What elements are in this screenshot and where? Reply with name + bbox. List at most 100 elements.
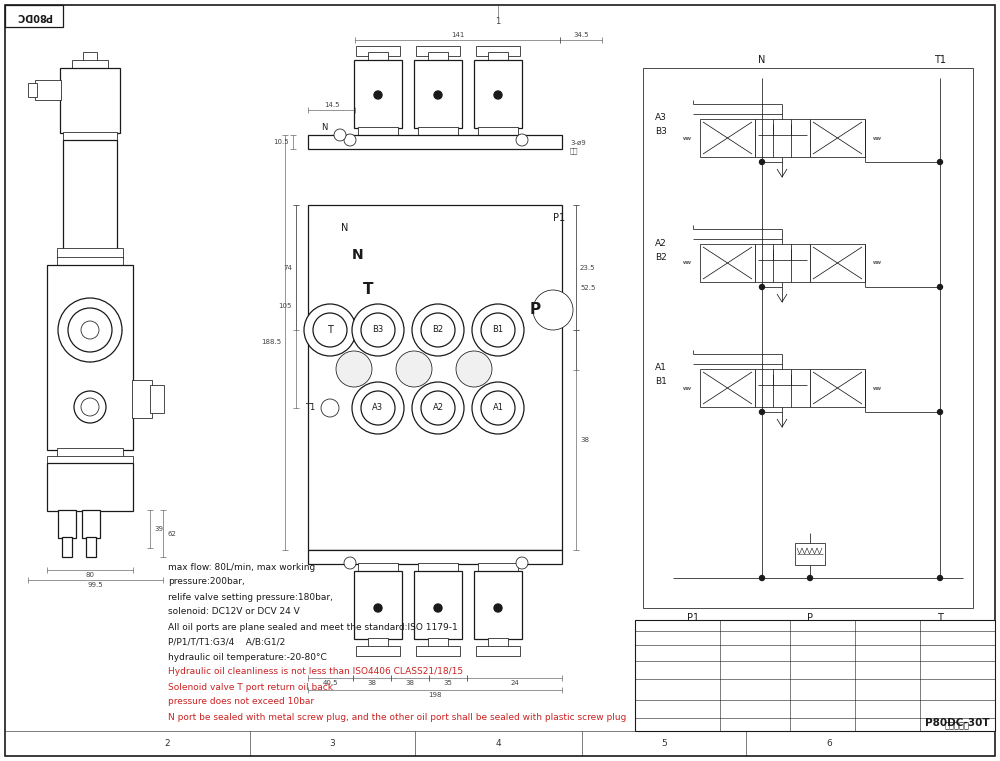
Text: All oil ports are plane sealed and meet the standard:ISO 1179-1: All oil ports are plane sealed and meet … [168,622,458,632]
Bar [308,135,562,149]
Bar [83,52,97,62]
Bar [428,52,448,62]
Bar [474,60,522,128]
Circle shape [81,398,99,416]
Circle shape [481,391,515,425]
Bar [63,140,117,250]
Circle shape [352,304,404,356]
Text: ww: ww [683,260,692,266]
Text: P: P [529,303,541,317]
Text: hydraulic oil temperature:-20-80°C: hydraulic oil temperature:-20-80°C [168,652,327,661]
Text: 105: 105 [279,304,292,310]
Circle shape [494,91,502,99]
Circle shape [412,304,464,356]
Text: 三联多路阀: 三联多路阀 [944,721,970,731]
Bar [414,571,462,639]
Text: 14.5: 14.5 [324,102,339,108]
Circle shape [344,557,356,569]
Circle shape [472,304,524,356]
Text: 141: 141 [451,32,464,38]
Text: Hydraulic oil cleanliness is not less than ISO4406 CLASS21/18/15: Hydraulic oil cleanliness is not less th… [168,667,463,677]
Circle shape [321,399,339,417]
Bar [132,380,152,418]
Circle shape [361,391,395,425]
Circle shape [68,308,112,352]
Text: N: N [341,223,349,233]
Text: N port be sealed with metal screw plug, and the other oil port shall be sealed w: N port be sealed with metal screw plug, … [168,712,626,721]
Bar [5,5,63,27]
Bar [755,244,810,282]
Text: A1: A1 [492,403,504,412]
Circle shape [938,409,942,415]
Bar [795,543,825,565]
Text: 40.5: 40.5 [323,680,338,686]
Bar [474,571,522,639]
Circle shape [760,285,765,289]
Bar [635,620,995,731]
Bar [62,537,72,557]
Bar [47,463,133,511]
Text: 188.5: 188.5 [261,339,281,345]
Text: N: N [758,55,766,65]
Circle shape [938,285,942,289]
Circle shape [396,351,432,387]
Bar [63,132,117,141]
Bar [418,563,458,572]
Bar [368,52,388,62]
Text: 2: 2 [164,738,170,747]
Circle shape [760,575,765,581]
Circle shape [516,134,528,146]
Circle shape [374,604,382,612]
Circle shape [434,91,442,99]
Text: A2: A2 [432,403,444,412]
Text: P1: P1 [687,613,699,623]
Text: A3: A3 [655,113,667,123]
Bar [82,510,100,538]
Circle shape [81,321,99,339]
Text: T: T [327,325,333,335]
Text: T: T [363,282,373,298]
Text: 99.5: 99.5 [88,582,103,588]
Circle shape [938,575,942,581]
Bar [416,46,460,56]
Bar [476,646,520,656]
Circle shape [304,304,356,356]
Text: 35: 35 [444,680,452,686]
Bar [72,60,108,68]
Bar [810,244,865,282]
Text: B1: B1 [655,377,667,387]
Circle shape [533,290,573,330]
Text: 38: 38 [580,437,589,443]
Bar [47,265,133,450]
Text: A1: A1 [655,364,667,372]
Bar [47,456,133,464]
Text: 6: 6 [826,738,832,747]
Circle shape [472,382,524,434]
Text: A2: A2 [655,238,667,247]
Text: 23.5: 23.5 [580,265,596,270]
Text: 24: 24 [510,680,519,686]
Circle shape [334,129,346,141]
Bar [358,563,398,572]
Bar [488,52,508,62]
Text: 34.5: 34.5 [573,32,589,38]
Circle shape [938,160,942,164]
Text: ww: ww [873,386,882,390]
Text: Solenoid valve T port return oil back: Solenoid valve T port return oil back [168,683,333,692]
Circle shape [374,91,382,99]
Bar [358,127,398,136]
Bar [488,638,508,648]
Text: N: N [322,123,328,132]
Bar [476,46,520,56]
Bar [150,385,164,413]
Text: B3: B3 [372,326,384,335]
Text: 52.5: 52.5 [580,285,595,291]
Text: ww: ww [873,260,882,266]
Circle shape [481,313,515,347]
Text: P80DC-30T: P80DC-30T [925,718,989,728]
Bar [60,68,120,133]
Text: P80DC: P80DC [16,11,52,21]
Text: 10.5: 10.5 [273,139,289,145]
Circle shape [421,313,455,347]
Circle shape [421,391,455,425]
